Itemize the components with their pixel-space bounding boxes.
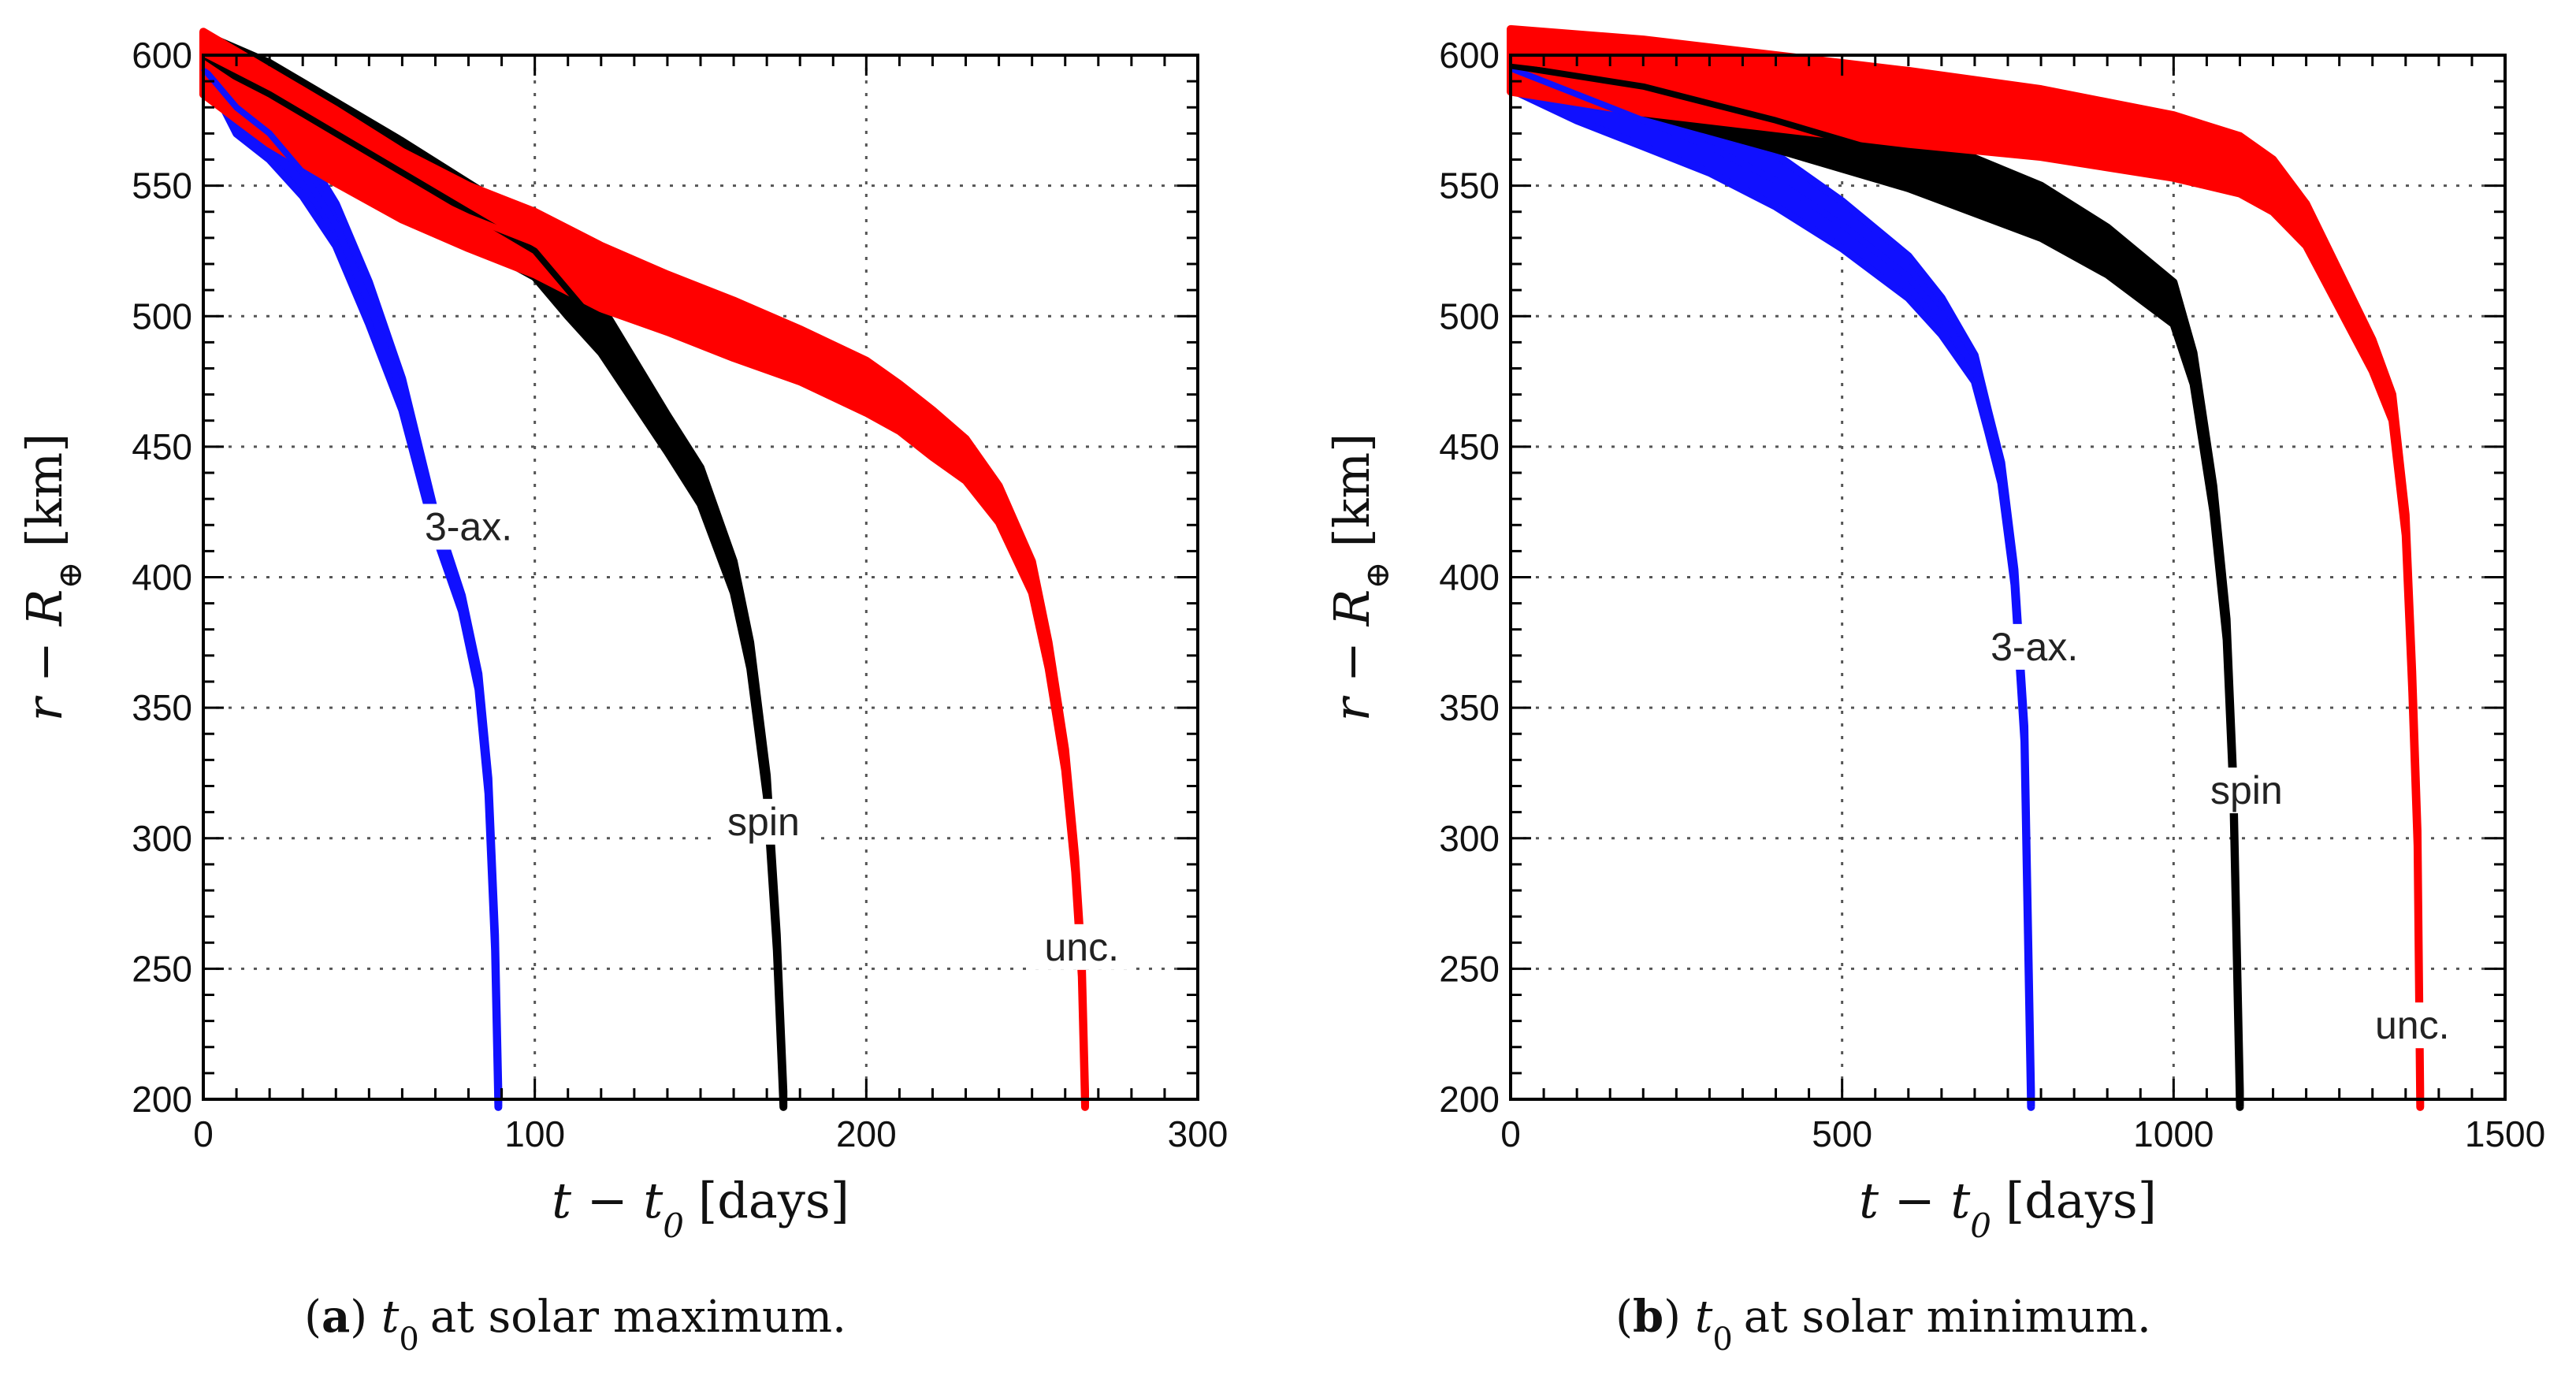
panel-a-series-label-unc: unc. (1045, 925, 1120, 969)
panel-b-series-label-3-ax: 3-ax. (1991, 625, 2078, 669)
panel-b-x-axis-label: t − t0 [days] (1859, 1172, 2157, 1245)
panel-a-y-tick-label: 600 (132, 35, 192, 76)
panel-a-y-axis-label: r − R⊕[km] (16, 433, 89, 722)
panel-b-x-tick-label: 1000 (2133, 1113, 2214, 1154)
panel-b-y-tick-label: 300 (1439, 818, 1500, 859)
panel-b-y-axis-label: r − R⊕[km] (1323, 433, 1396, 722)
panel-b-x-tick-label: 500 (1812, 1113, 1872, 1154)
panel-b-y-tick-label: 600 (1439, 35, 1500, 76)
panel-b-lines (1509, 57, 2424, 1100)
panel-a-series-line-spin (202, 58, 787, 1100)
panel-b-series-line-3-ax (1509, 65, 2035, 1100)
panel-a-series-label-bg-spin (711, 798, 816, 845)
panel-a-bands (199, 28, 1089, 1111)
panel-a-x-axis-label: t − t0 [days] (552, 1172, 849, 1245)
panel-a-y-tick-label: 200 (132, 1079, 192, 1120)
panel-a-y-tick-label: 400 (132, 557, 192, 598)
panel-b-series-label-bg-3-ax (1972, 623, 2098, 670)
panel-b-y-tick-label: 550 (1439, 165, 1500, 206)
panel-a-y-tick-label: 450 (132, 426, 192, 467)
panel-b-bands (1507, 24, 2425, 1111)
panel-a-ticks: 0 100 200 300 200 250 300 350 400 450 500 550 600 (132, 35, 1228, 1154)
panel-a-plot-frame (202, 54, 1199, 1101)
panel-a-y-tick-label: 250 (132, 948, 192, 989)
panel-b-grid (1511, 55, 2505, 1099)
panel-a-lines (200, 58, 1088, 1100)
panel-a-x-tick-label: 100 (504, 1113, 565, 1154)
panel-b-ticks: 0 500 1000 1500 200 250 300 350 400 450 500 550 600 (1439, 35, 2545, 1154)
panel-a-series-label-bg-unc (1029, 924, 1134, 970)
panel-b-series-label-bg-unc (2360, 1002, 2465, 1049)
panel-a-series-label-spin: spin (727, 800, 800, 844)
panel-b-series-line-spin (1510, 62, 2243, 1100)
panel-b-series-label-unc: unc. (2375, 1003, 2450, 1047)
panel-a-y-tick-label: 500 (132, 296, 192, 336)
panel-a-y-tick-label: 300 (132, 818, 192, 859)
panel-a-y-tick-label: 350 (132, 687, 192, 728)
panel-a-x-tick-label: 200 (836, 1113, 897, 1154)
panel-a-series-line-3-ax (200, 66, 502, 1100)
panel-b-series-line-unc (1510, 57, 2424, 1100)
panel-a-series-line-unc (201, 60, 1088, 1100)
panel-b-series-label-spin: spin (2210, 768, 2283, 812)
panel-b-series-band-unc (1507, 24, 2425, 1111)
panel-a-caption: (a) t0 at solar maximum. (304, 1291, 846, 1358)
panel-a-x-tick-label: 0 (193, 1113, 214, 1154)
panel-b-series-band-3-ax (1507, 43, 2035, 1111)
panel-b-x-tick-label: 1500 (2465, 1113, 2545, 1154)
panel-b-y-tick-label: 250 (1439, 948, 1500, 989)
panel-b-y-tick-label: 500 (1439, 296, 1500, 336)
panel-a: 0 100 200 300 200 250 300 350 400 450 500 550 600 3-… (16, 28, 1228, 1358)
panel-b: 0 500 1000 1500200250300350400450500550600 … (1323, 24, 2545, 1358)
panel-a-y-tick-label: 550 (132, 165, 192, 206)
panel-b-x-tick-label: 0 (1500, 1113, 1521, 1154)
panel-b-caption: (b) t0 at solar minimum. (1615, 1291, 2151, 1358)
panel-b-y-tick-label: 400 (1439, 557, 1500, 598)
panel-a-x-tick-label: 300 (1168, 1113, 1229, 1154)
panel-a-series-label-3-ax: 3-ax. (425, 505, 512, 549)
panel-a-series-band-unc (199, 28, 1089, 1111)
panel-b-series-label-bg-spin (2194, 768, 2299, 814)
panel-b-y-tick-label: 450 (1439, 426, 1500, 467)
panel-a-series-label-bg-3-ax (406, 504, 532, 550)
panel-b-plot-frame (1509, 54, 2507, 1101)
panel-b-series-labels: 3-ax. spin unc. (1972, 623, 2465, 1049)
panel-a-series-labels: 3-ax. spin unc. (406, 504, 1134, 970)
panel-b-y-tick-label: 350 (1439, 687, 1500, 728)
panel-b-series-band-spin (1507, 40, 2244, 1111)
panel-b-y-tick-label: 200 (1439, 1079, 1500, 1120)
